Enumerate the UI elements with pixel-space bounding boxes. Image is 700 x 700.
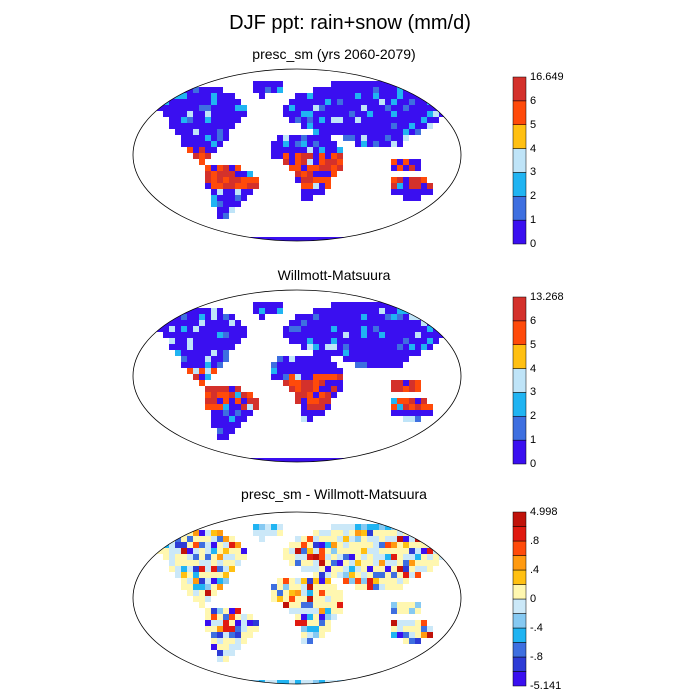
map-panel-3 bbox=[132, 511, 462, 685]
panel-3-title: presc_sm - Willmott-Matsuura bbox=[241, 486, 427, 502]
colorbar-1 bbox=[512, 76, 527, 245]
colorbar-swatch bbox=[512, 392, 527, 417]
colorbar-swatch bbox=[512, 100, 527, 125]
colorbar-tick-label: 1 bbox=[530, 214, 537, 227]
colorbar-tick-label: 16.649 bbox=[530, 71, 564, 83]
colorbar-swatch bbox=[512, 656, 527, 672]
colorbar-swatch bbox=[512, 569, 527, 585]
colorbar-tick-label: 4.998 bbox=[530, 506, 558, 518]
colorbar-swatch bbox=[512, 540, 527, 556]
colorbar-tick-label: -5.141 bbox=[530, 680, 562, 692]
colorbar-swatch bbox=[512, 320, 527, 345]
colorbar-tick-label: 3 bbox=[530, 386, 537, 399]
panel-2-title: Willmott-Matsuura bbox=[277, 267, 391, 283]
colorbar-swatch bbox=[512, 439, 527, 465]
colorbar-tick-label: 3 bbox=[530, 166, 537, 179]
colorbar-tick-label: 0 bbox=[530, 238, 537, 250]
colorbar-swatch bbox=[512, 526, 527, 542]
map-panel-2 bbox=[132, 289, 462, 463]
colorbar-swatch bbox=[512, 196, 527, 221]
panel-1-title: presc_sm (yrs 2060-2079) bbox=[252, 46, 416, 62]
colorbar-tick-label: 2 bbox=[530, 190, 537, 203]
colorbar-swatch bbox=[512, 584, 527, 600]
colorbar-swatch bbox=[512, 642, 527, 658]
colorbar-swatch bbox=[512, 416, 527, 441]
colorbar-swatch bbox=[512, 627, 527, 643]
colorbar-tick-label: .4 bbox=[530, 564, 540, 576]
colorbar-swatch bbox=[512, 148, 527, 173]
colorbar-tick-label: 1 bbox=[530, 434, 537, 447]
map-frame bbox=[132, 511, 462, 685]
colorbar-swatch bbox=[512, 296, 527, 322]
colorbar-swatch bbox=[512, 671, 527, 687]
colorbar-swatch bbox=[512, 368, 527, 393]
colorbar-swatch bbox=[512, 344, 527, 369]
colorbar-swatch bbox=[512, 511, 527, 527]
colorbar-tick-label: 0 bbox=[530, 593, 537, 605]
colorbar-tick-label: -.4 bbox=[530, 622, 543, 634]
colorbar-2 bbox=[512, 296, 527, 465]
colorbar-swatch bbox=[512, 598, 527, 614]
colorbar-tick-label: -.8 bbox=[530, 651, 543, 663]
colorbar-swatch bbox=[512, 124, 527, 149]
colorbar-tick-label: 5 bbox=[530, 118, 537, 131]
colorbar-tick-label: 2 bbox=[530, 410, 537, 423]
colorbar-tick-label: 6 bbox=[530, 94, 537, 107]
colorbar-swatch bbox=[512, 555, 527, 571]
colorbar-tick-label: 5 bbox=[530, 338, 537, 351]
colorbar-swatch bbox=[512, 172, 527, 197]
colorbar-swatch bbox=[512, 219, 527, 245]
colorbar-swatch bbox=[512, 76, 527, 102]
colorbar-tick-label: 4 bbox=[530, 362, 537, 375]
map-panel-1 bbox=[132, 68, 462, 242]
map-frame bbox=[132, 289, 462, 463]
colorbar-tick-label: .8 bbox=[530, 535, 540, 547]
colorbar-tick-label: 13.268 bbox=[530, 291, 564, 303]
map-frame bbox=[132, 68, 462, 242]
colorbar-3 bbox=[512, 511, 527, 687]
map-land-cells bbox=[157, 524, 451, 684]
colorbar-tick-label: 0 bbox=[530, 458, 537, 470]
colorbar-tick-label: 6 bbox=[530, 314, 537, 327]
colorbar-swatch bbox=[512, 613, 527, 629]
figure-title: DJF ppt: rain+snow (mm/d) bbox=[229, 12, 471, 34]
colorbar-tick-label: 4 bbox=[530, 142, 537, 155]
